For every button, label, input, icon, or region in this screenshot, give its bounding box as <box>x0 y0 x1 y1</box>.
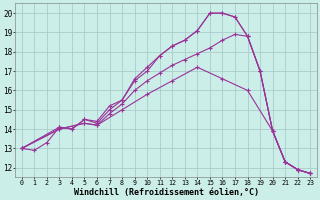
X-axis label: Windchill (Refroidissement éolien,°C): Windchill (Refroidissement éolien,°C) <box>74 188 259 197</box>
